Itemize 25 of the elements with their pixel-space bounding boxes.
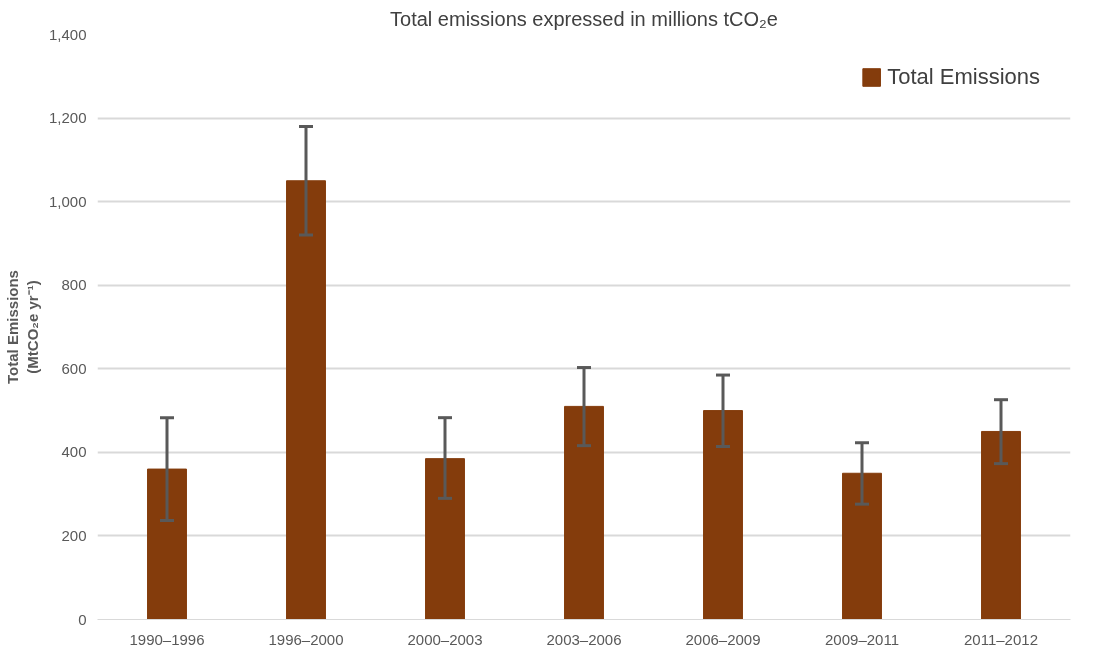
x-tick-label: 2000–2003: [407, 630, 483, 648]
y-tick-label: 1,000: [48, 192, 87, 210]
y-tick-label: 800: [61, 276, 87, 294]
y-tick-label: 1,400: [48, 25, 87, 43]
y-tick-label: 400: [61, 443, 87, 461]
y-tick-label: 1,200: [48, 109, 87, 127]
x-tick-label: 1996–2000: [268, 630, 344, 648]
y-axis-title: Total Emissions (MtCO₂e yr⁻¹): [3, 270, 41, 384]
chart-title: Total emissions expressed in millions tCO₂e: [390, 7, 778, 30]
bar: [286, 180, 326, 620]
x-tick-label: 2009–2011: [825, 630, 899, 648]
legend-label: Total Emissions: [887, 64, 1040, 90]
bar: [564, 405, 604, 620]
x-tick-label: 2006–2009: [685, 630, 761, 648]
bar: [425, 458, 465, 620]
y-tick-label: 0: [78, 610, 87, 628]
y-tick-label: 600: [61, 359, 87, 377]
y-tick-label: 200: [61, 526, 87, 544]
bar: [703, 410, 743, 620]
x-tick-label: 1990–1996: [129, 630, 205, 648]
bar: [981, 430, 1021, 620]
bar: [147, 468, 187, 620]
bar: [842, 472, 882, 620]
x-tick-label: 2011–2012: [964, 630, 1038, 648]
x-tick-label: 2003–2006: [546, 630, 622, 648]
